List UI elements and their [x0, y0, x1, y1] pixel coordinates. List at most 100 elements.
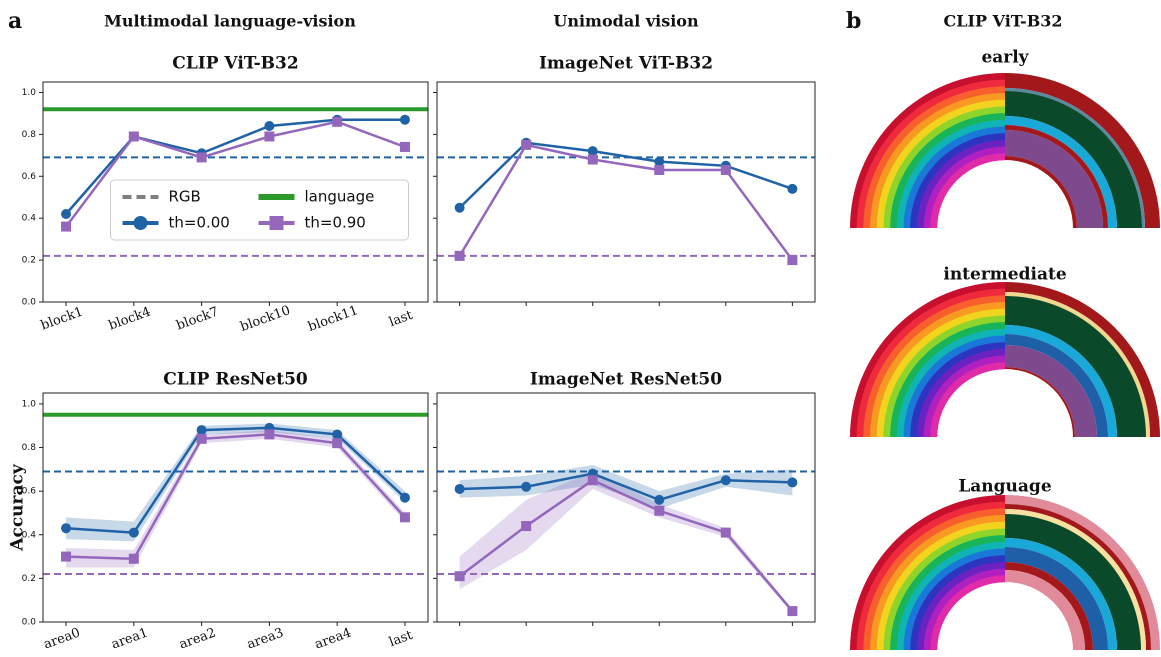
panel-label: a: [8, 8, 22, 34]
series-line: [65, 118, 405, 215]
rainbow-band: [1005, 334, 1108, 437]
series-line: [458, 141, 793, 209]
data-point: [264, 131, 275, 142]
data-point: [787, 255, 798, 266]
data-point: [128, 553, 139, 564]
y-axis-label: Accuracy: [8, 463, 28, 552]
data-point: [654, 165, 665, 175]
plot-frame: [436, 81, 816, 303]
x-tick-label: area4: [313, 626, 354, 653]
rainbow-band: [1005, 325, 1117, 437]
rainbow-band: [1005, 514, 1141, 650]
rainbow-band: [1005, 116, 1117, 228]
y-tick-label: 0.6: [22, 172, 37, 182]
y-tick-label: 0.2: [22, 574, 36, 584]
chart-title: ImageNet ResNet50: [530, 370, 722, 390]
series-line: [459, 472, 793, 502]
rainbow-band: [903, 126, 1005, 228]
legend-frame: [110, 179, 409, 241]
group-title: Multimodal language-vision: [104, 12, 356, 31]
y-tick-label: 0.4: [22, 214, 37, 224]
y-tick-label: 0.0: [22, 618, 37, 628]
rainbow-band: [916, 561, 1005, 650]
rainbow-band: [930, 153, 1005, 228]
y-tick-label: 0.8: [22, 130, 37, 140]
data-point: [61, 221, 72, 232]
rainbow-band: [1005, 91, 1142, 228]
rainbow-band: [910, 133, 1005, 228]
rainbow-band: [1005, 296, 1146, 437]
y-tick-label: 0.0: [22, 298, 37, 308]
rainbow-band: [1005, 538, 1117, 650]
plot-frame: [42, 81, 429, 303]
data-point: [720, 165, 731, 175]
data-point: [196, 152, 207, 163]
group-title: Unimodal vision: [553, 12, 699, 31]
data-point: [587, 154, 598, 165]
legend-label: RGB: [169, 188, 201, 206]
chart-title: CLIP ResNet50: [163, 370, 308, 390]
data-point: [332, 438, 343, 449]
confidence-band: [459, 471, 793, 614]
data-point: [454, 202, 465, 213]
rainbow-label: early: [981, 48, 1029, 68]
rainbow-band: [1005, 73, 1160, 228]
rainbow-label: Language: [958, 477, 1051, 497]
data-point: [61, 523, 72, 534]
legend-marker: [133, 216, 148, 230]
rainbow-band: [896, 328, 1005, 437]
rainbow-band: [923, 568, 1005, 650]
series-line: [458, 143, 794, 261]
rainbow-band: [1005, 282, 1160, 437]
data-point: [787, 477, 798, 488]
series-line: [458, 478, 794, 612]
y-tick-label: 1.0: [22, 88, 37, 98]
x-tick-label: area2: [177, 626, 218, 653]
data-point: [720, 527, 731, 538]
x-tick-label: block11: [306, 303, 360, 335]
rainbow-band: [903, 548, 1005, 650]
data-point: [654, 494, 665, 505]
data-point: [61, 551, 72, 562]
data-point: [264, 121, 275, 131]
rainbow-band: [890, 113, 1005, 228]
data-point: [787, 606, 798, 617]
rainbow-band: [903, 335, 1005, 437]
data-point: [128, 131, 139, 142]
data-point: [787, 183, 798, 194]
data-point: [587, 475, 598, 486]
legend-marker: [269, 216, 284, 230]
confidence-band: [66, 423, 405, 542]
data-point: [521, 139, 532, 150]
rainbow-band: [896, 119, 1005, 228]
x-tick-label: block10: [238, 303, 292, 335]
y-tick-label: 1.0: [22, 399, 37, 409]
data-point: [196, 433, 207, 444]
chart-title: CLIP ViT-B32: [172, 54, 298, 74]
plot-frame: [42, 392, 429, 623]
rainbow-band: [896, 541, 1005, 650]
data-point: [399, 114, 410, 125]
data-point: [399, 141, 410, 152]
chart-title: ImageNet ViT-B32: [539, 54, 713, 74]
data-point: [332, 429, 343, 440]
data-point: [454, 571, 465, 582]
rainbow-band: [890, 322, 1005, 437]
plot-frame: [436, 392, 816, 623]
data-point: [454, 483, 465, 494]
rainbow-band: [1005, 495, 1160, 650]
x-tick-label: last: [387, 628, 415, 651]
data-point: [399, 492, 410, 503]
rainbow-band: [923, 146, 1005, 228]
data-point: [332, 116, 343, 127]
rainbow-band: [890, 535, 1005, 650]
rainbow-band: [930, 362, 1005, 437]
data-point: [128, 527, 139, 538]
y-tick-label: 0.4: [22, 530, 37, 540]
x-tick-label: block1: [39, 304, 85, 333]
x-tick-label: block4: [107, 304, 153, 333]
data-point: [196, 425, 207, 436]
x-tick-label: area3: [245, 626, 286, 653]
rainbow-label: intermediate: [943, 265, 1066, 285]
